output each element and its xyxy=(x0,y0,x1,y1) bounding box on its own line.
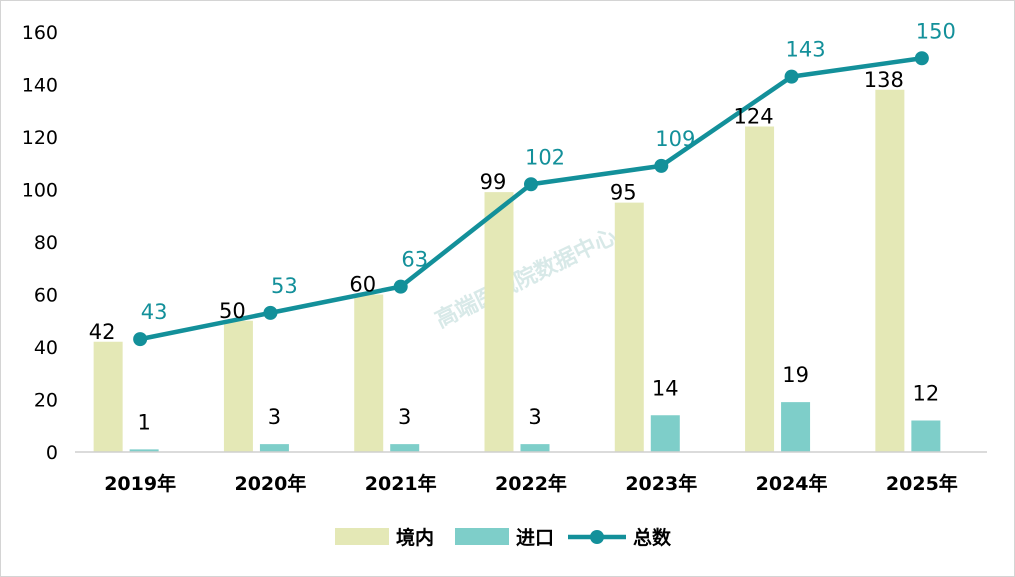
x-tick-label: 2024年 xyxy=(756,472,828,495)
label-total: 143 xyxy=(786,38,826,62)
legend-label-import: 进口 xyxy=(516,527,554,549)
bar-import xyxy=(520,444,550,452)
label-total: 102 xyxy=(525,145,565,169)
bar-domestic xyxy=(614,202,644,452)
x-tick-label: 2020年 xyxy=(234,472,306,495)
total-point xyxy=(784,69,799,84)
label-domestic: 99 xyxy=(480,170,507,194)
bar-import xyxy=(781,402,811,452)
label-import: 14 xyxy=(652,376,679,400)
y-axis-ticks: 0 20 40 60 80 100 120 140 160 xyxy=(22,22,58,464)
y-tick-label: 80 xyxy=(34,232,58,254)
x-axis-labels: 2019年 2020年 2021年 2022年 2023年 2024年 2025年 xyxy=(104,472,958,495)
total-point xyxy=(263,305,278,320)
y-tick-label: 0 xyxy=(46,442,58,464)
total-point xyxy=(393,279,408,294)
bar-import xyxy=(129,449,159,452)
legend-swatch-domestic xyxy=(335,528,389,545)
label-domestic: 42 xyxy=(89,320,116,344)
y-tick-label: 160 xyxy=(22,22,58,44)
y-tick-label: 40 xyxy=(34,337,58,359)
label-domestic: 60 xyxy=(349,273,376,297)
label-import: 12 xyxy=(912,382,939,406)
x-tick-label: 2021年 xyxy=(365,472,437,495)
y-tick-label: 120 xyxy=(22,127,58,149)
bar-domestic xyxy=(354,294,384,452)
legend-label-total: 总数 xyxy=(633,526,672,549)
legend-swatch-import xyxy=(455,528,509,545)
bar-domestic xyxy=(484,192,514,452)
bar-import xyxy=(390,444,420,452)
legend-label-domestic: 境内 xyxy=(396,526,434,549)
y-tick-label: 100 xyxy=(22,180,58,202)
bars xyxy=(93,89,941,452)
label-import: 19 xyxy=(782,363,809,387)
y-tick-label: 20 xyxy=(34,390,58,412)
label-total: 43 xyxy=(141,300,168,324)
x-tick-label: 2019年 xyxy=(104,472,176,495)
label-total: 109 xyxy=(655,127,695,151)
label-import: 1 xyxy=(137,410,150,434)
label-domestic: 138 xyxy=(864,68,904,92)
legend: 境内 进口 总数 xyxy=(335,526,672,549)
bar-domestic xyxy=(93,341,123,452)
label-domestic: 124 xyxy=(734,105,774,129)
label-domestic: 95 xyxy=(610,181,637,205)
total-point xyxy=(133,332,148,347)
label-import: 3 xyxy=(528,405,541,429)
y-tick-label: 140 xyxy=(22,75,58,97)
bar-domestic xyxy=(745,126,775,452)
label-import: 3 xyxy=(268,405,281,429)
total-point xyxy=(654,158,669,173)
bar-import xyxy=(650,415,680,452)
bar-import xyxy=(911,420,941,452)
label-domestic: 50 xyxy=(219,299,246,323)
total-point xyxy=(914,51,929,66)
total-point xyxy=(524,177,538,192)
label-import: 3 xyxy=(398,405,411,429)
bar-import xyxy=(259,444,289,452)
bar-domestic xyxy=(875,89,905,452)
x-tick-label: 2023年 xyxy=(625,472,697,495)
legend-marker-total xyxy=(590,530,604,544)
bar-domestic xyxy=(223,320,253,452)
total-line xyxy=(139,56,923,342)
x-tick-label: 2022年 xyxy=(495,472,567,495)
label-total: 53 xyxy=(271,274,298,298)
x-tick-label: 2025年 xyxy=(886,472,958,495)
data-labels: 4215036039939514124191381243536310210914… xyxy=(89,19,956,434)
y-tick-label: 60 xyxy=(34,285,58,307)
label-total: 63 xyxy=(401,248,428,272)
label-total: 150 xyxy=(916,19,956,43)
total-line-series xyxy=(133,51,929,347)
